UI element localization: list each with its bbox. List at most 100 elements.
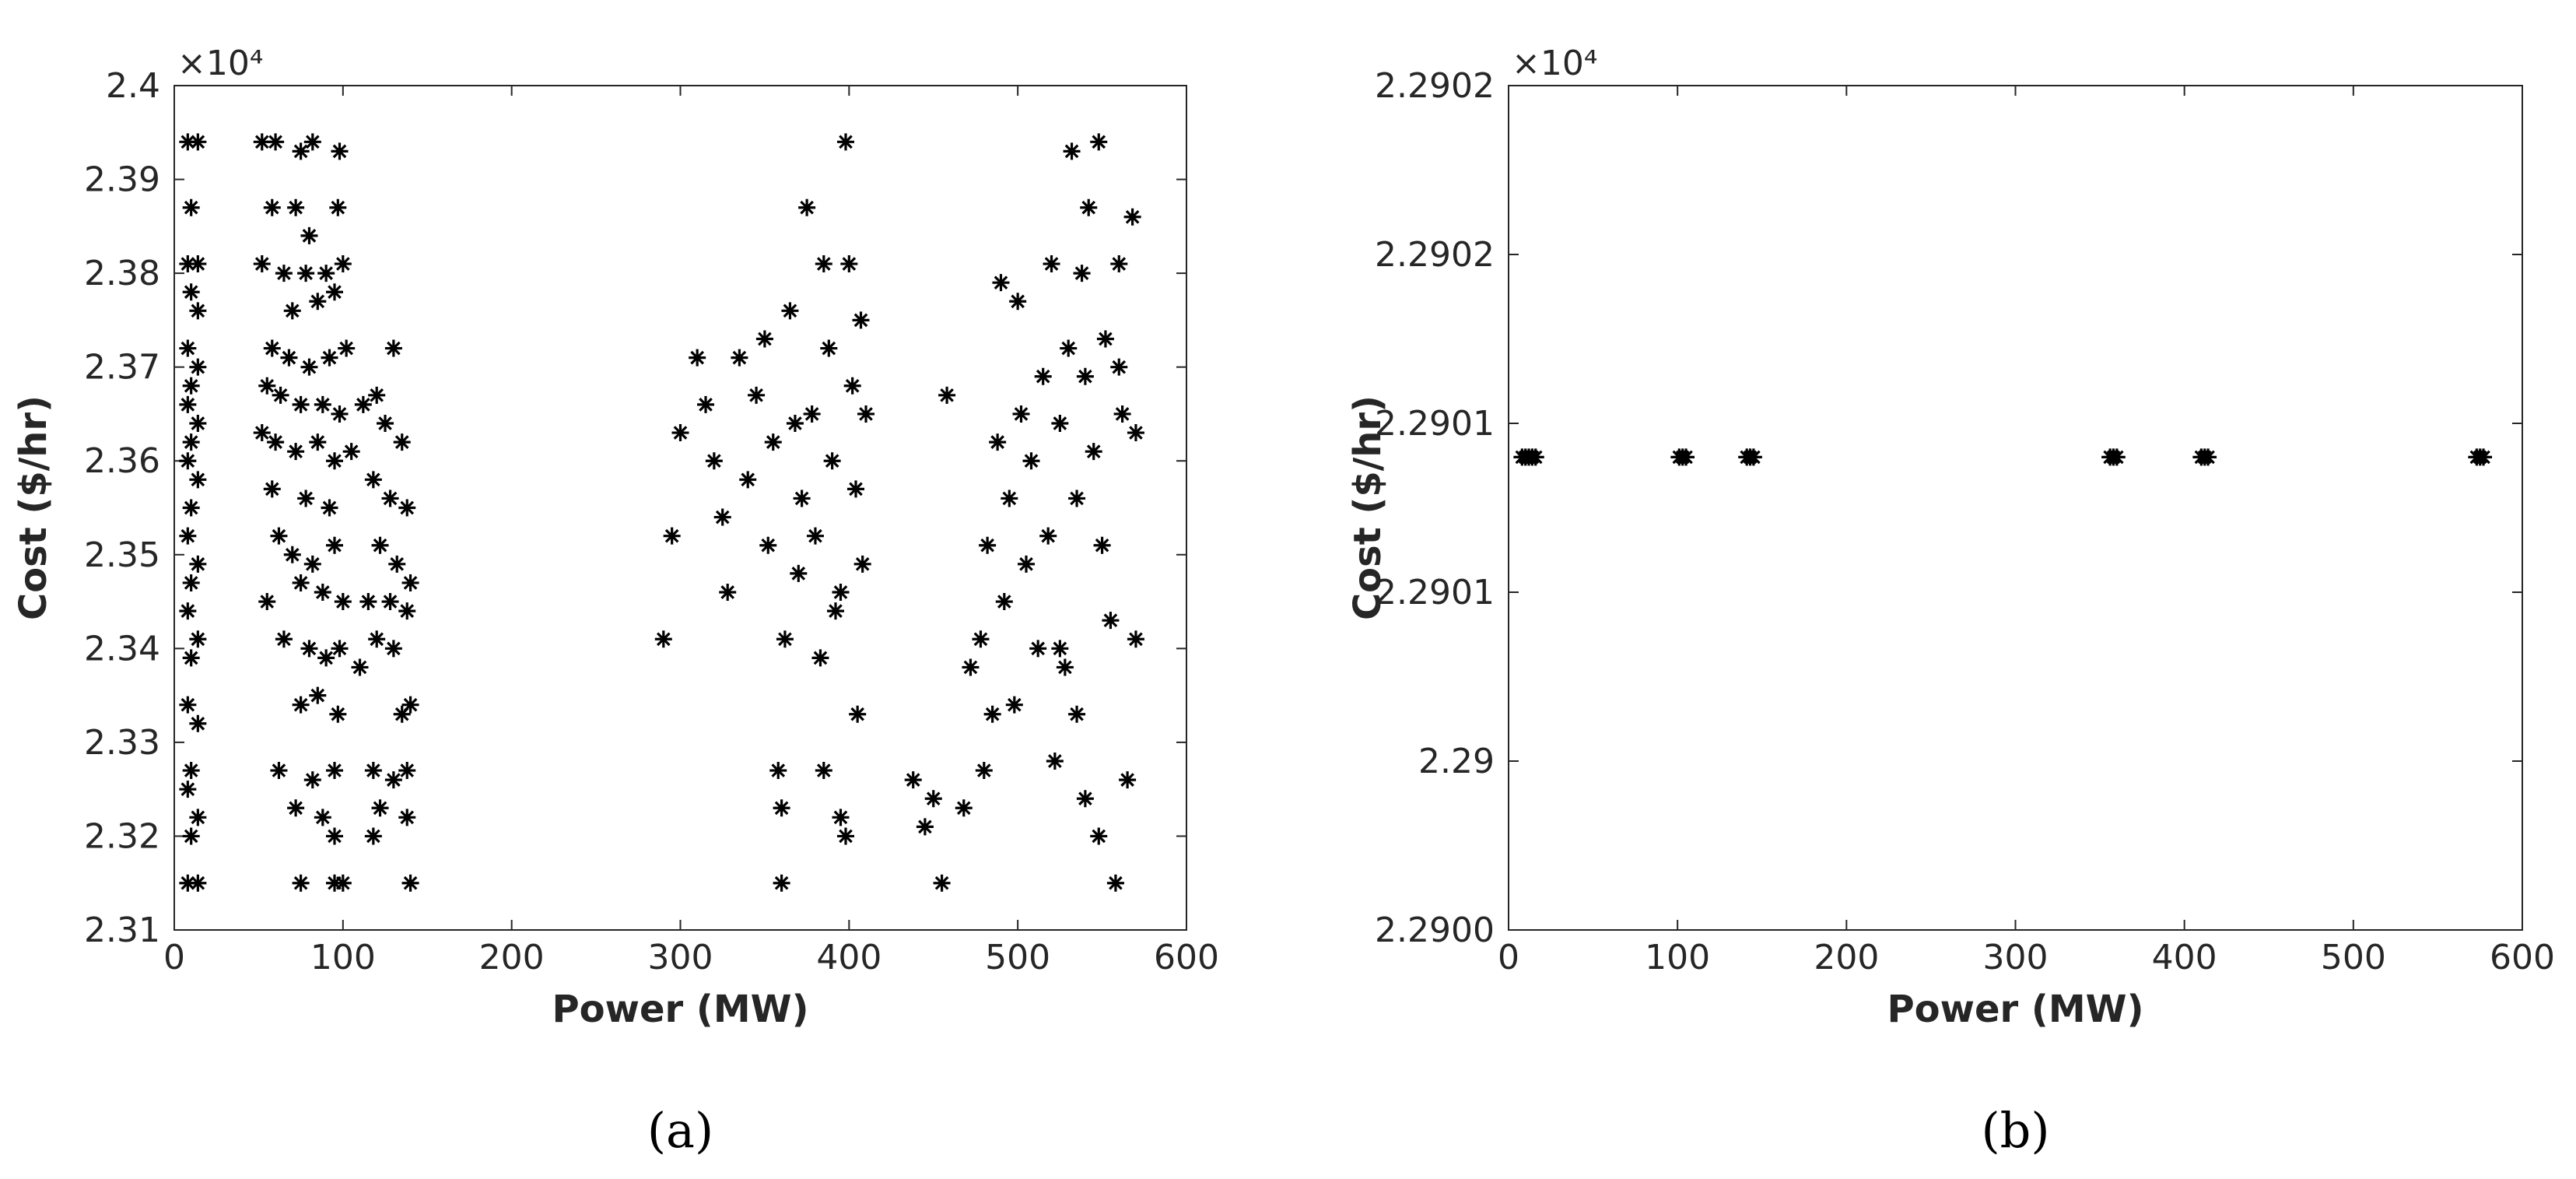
point [811,649,829,667]
point [847,480,865,498]
y-tick-label: 2.33 [84,723,160,763]
point [904,771,922,789]
point [979,536,997,554]
point [955,799,973,817]
point [325,283,343,301]
point [983,705,1001,723]
point [368,630,386,648]
point [321,349,338,367]
point [398,499,416,517]
x-axis-label: Power (MW) [1887,988,2143,1031]
point [843,377,861,395]
point [189,133,207,151]
panel-label: (b) [1981,1102,2049,1159]
point [297,265,315,282]
point [384,771,402,789]
y-tick-label: 2.35 [84,535,160,575]
y-tick-label: 2.2900 [1375,911,1495,950]
point [267,433,285,451]
point [815,255,832,273]
point [321,499,338,517]
point [189,630,207,648]
y-tick-label: 2.39 [84,160,160,200]
y-tick-label: 2.2901 [1375,573,1495,612]
point [773,874,790,892]
point [1090,827,1108,845]
point [334,874,352,892]
point [182,283,200,301]
point [182,762,200,780]
point [815,762,832,780]
point [325,536,343,554]
y-tick-label: 2.31 [84,911,160,950]
point [303,771,321,789]
point [182,377,200,395]
x-tick-label: 500 [985,938,1050,977]
point [1093,536,1111,554]
point [731,349,748,367]
point [1018,555,1036,573]
y-axis-label: Cost ($/hr) [12,395,55,620]
point [1043,255,1060,273]
point [853,555,871,573]
point [182,499,200,517]
point [189,358,207,376]
point [351,658,369,676]
point [263,480,281,498]
y-tick-label: 2.2902 [1375,66,1495,106]
point [1073,265,1091,282]
point [179,527,197,545]
point [287,443,305,461]
y-tick-label: 2.32 [84,816,160,856]
point [826,602,844,620]
point [1096,330,1114,348]
point [820,339,838,357]
point [401,696,419,714]
point [258,377,276,395]
point [1110,255,1128,273]
point [663,527,681,545]
point [364,471,382,489]
point [1127,424,1144,442]
point [654,630,672,648]
x-tick-label: 500 [2321,938,2386,977]
point [739,471,757,489]
point [179,452,197,470]
point [755,330,773,348]
y-tick-label: 2.34 [84,629,160,668]
point [329,198,347,216]
point [781,302,799,320]
point [398,602,416,620]
y-tick-label: 2.2902 [1375,235,1495,275]
point [2108,448,2126,466]
point [182,574,200,591]
point [689,349,706,367]
point [803,405,821,423]
point [189,255,207,273]
point [334,255,352,273]
point [364,827,382,845]
point [179,395,197,413]
point [916,818,934,836]
point [384,339,402,357]
point [331,142,349,160]
point [962,658,980,676]
point [393,433,411,451]
point [849,705,867,723]
y-tick-label: 2.2901 [1375,404,1495,444]
point [938,386,956,404]
point [283,546,301,563]
point [182,433,200,451]
point [297,489,315,507]
point [270,762,288,780]
point [371,536,389,554]
point [182,827,200,845]
y-multiplier: ×10⁴ [177,44,264,83]
point [179,133,197,151]
point [713,508,731,526]
y-axis-label: Cost ($/hr) [1346,395,1390,620]
point [325,452,343,470]
point [1005,696,1023,714]
x-tick-label: 600 [2490,938,2555,977]
